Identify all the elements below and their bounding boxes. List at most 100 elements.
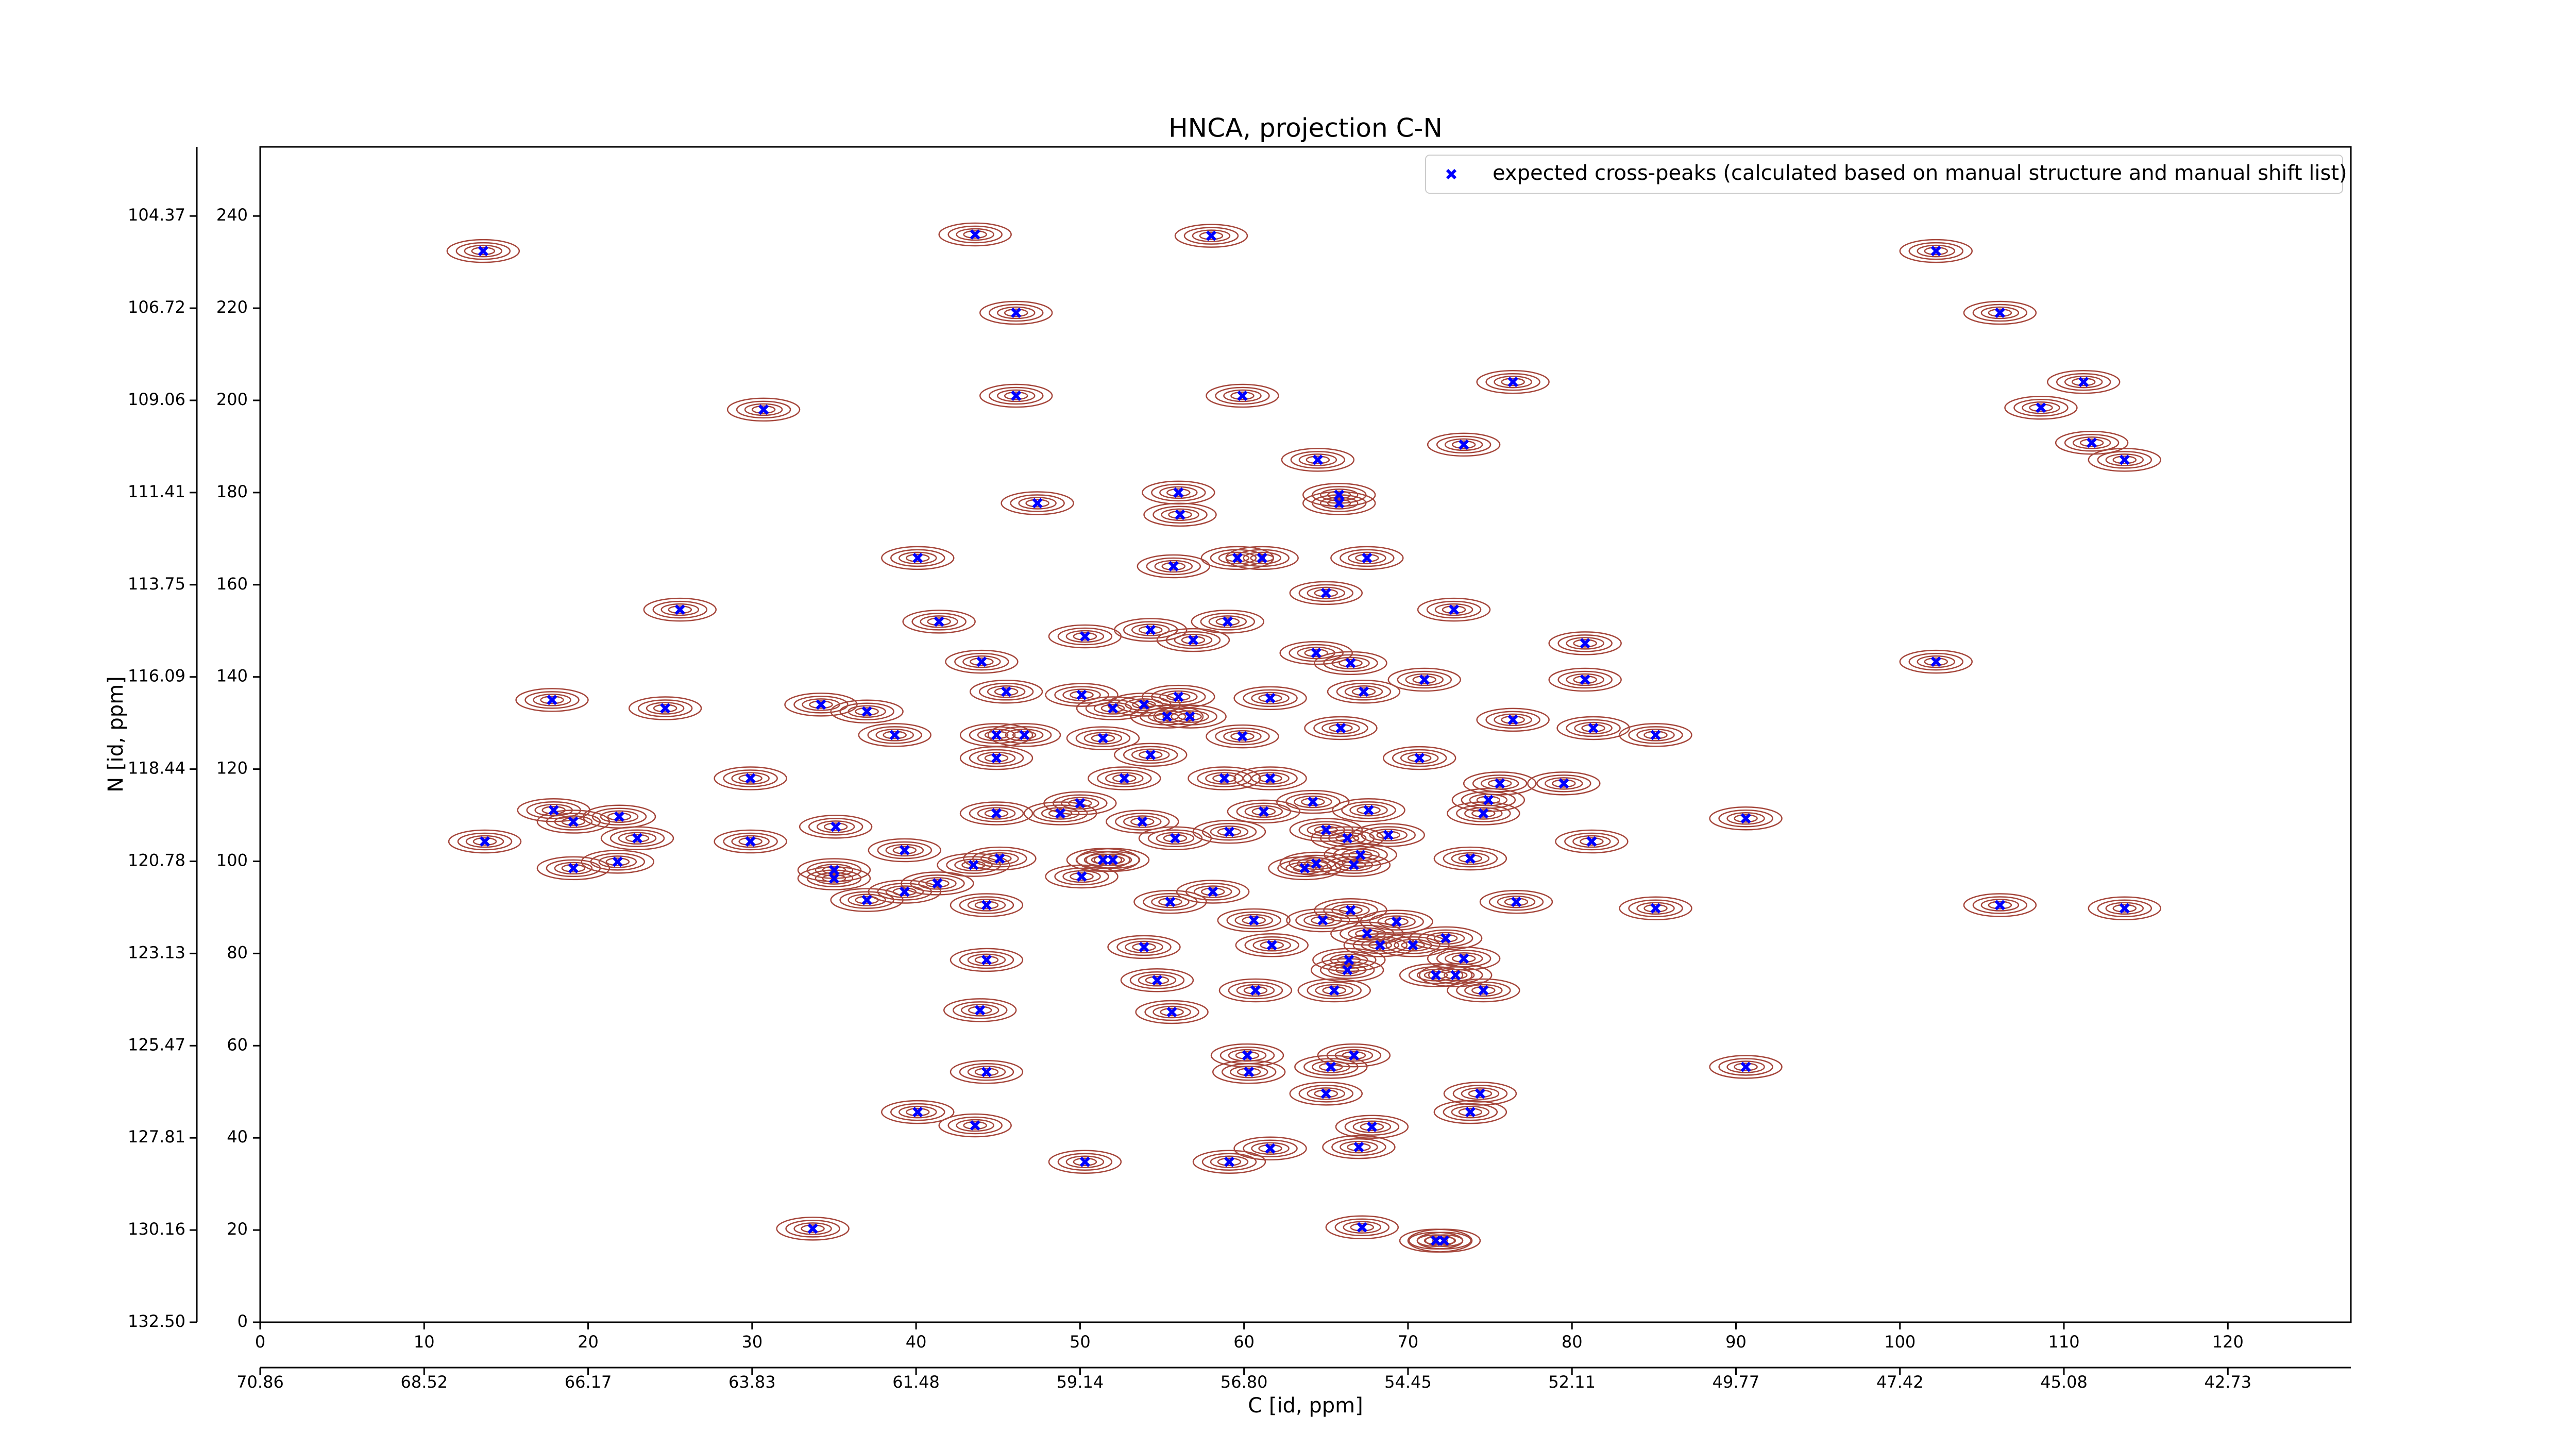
contour: [899, 1105, 937, 1119]
contour: [1899, 649, 1973, 674]
legend-label: expected cross-peaks (calculated based o…: [1493, 161, 2347, 185]
contour: [974, 1068, 999, 1076]
contour: [1327, 680, 1401, 704]
contour: [1297, 978, 1371, 1003]
cross-peak-marker: [1320, 1088, 1331, 1099]
contour: [1061, 797, 1099, 810]
contour: [977, 807, 1016, 820]
contour: [1501, 715, 1525, 724]
x2-tick-label: 61.48: [892, 1372, 940, 1392]
contour: [1012, 731, 1037, 739]
cross-peak-marker: [1107, 703, 1118, 714]
cross-peak-marker: [1079, 631, 1091, 642]
contour: [2029, 403, 2053, 412]
contour: [809, 700, 833, 709]
contour: [1556, 716, 1630, 740]
contour: [2064, 375, 2103, 389]
contour: [1032, 804, 1088, 822]
contour: [1972, 896, 2028, 914]
x2-tick-label: 52.11: [1548, 1372, 1596, 1392]
contour: [1325, 1215, 1399, 1239]
x-tick-label: 10: [414, 1332, 435, 1352]
cross-peak-marker: [1366, 1121, 1378, 1132]
contour: [956, 1119, 994, 1132]
contour: [1294, 795, 1332, 808]
contour: [1279, 641, 1353, 665]
contour: [1334, 1218, 1390, 1236]
contour: [1161, 562, 1186, 571]
contour: [1461, 791, 1516, 809]
y-tick-label: 100: [216, 850, 248, 870]
cross-peak-marker: [1345, 905, 1356, 916]
contour: [830, 699, 904, 724]
contour: [1399, 963, 1473, 987]
contour: [1433, 1100, 1507, 1124]
contour: [1368, 941, 1393, 950]
y2-tick-label: 116.09: [128, 666, 185, 686]
x-tick-label: 100: [1884, 1332, 1916, 1352]
contour: [1215, 727, 1270, 746]
contour: [815, 864, 854, 877]
contour: [1357, 805, 1381, 815]
contour: [1451, 954, 1476, 963]
contour: [1425, 1234, 1464, 1247]
contour: [937, 853, 1010, 877]
contour: [793, 696, 849, 714]
contours: [446, 222, 2162, 1253]
contour: [963, 1121, 987, 1130]
contour: [540, 696, 564, 704]
cross-peak-marker: [1345, 658, 1356, 668]
contour: [1469, 794, 1508, 806]
contour: [1333, 846, 1388, 864]
cross-peak-marker: [1265, 1143, 1276, 1154]
cross-peak-marker: [1137, 816, 1148, 827]
x2-tick-label: 68.52: [400, 1372, 448, 1392]
cross-peak-marker: [981, 900, 992, 911]
contour: [808, 818, 863, 836]
y-tick-label: 0: [238, 1311, 248, 1331]
cross-peak-marker: [1507, 377, 1518, 387]
contour: [561, 817, 586, 826]
contour: [848, 705, 886, 718]
contour: [1010, 494, 1065, 512]
contour: [925, 879, 950, 888]
contour: [464, 244, 503, 258]
x-tick-label: 80: [1562, 1332, 1583, 1352]
contour: [607, 812, 632, 821]
contour: [1191, 610, 1265, 634]
contour: [1176, 880, 1250, 904]
contour: [1156, 628, 1230, 652]
contour: [885, 885, 924, 898]
contour: [1322, 986, 1346, 995]
contour: [1619, 723, 1692, 747]
y-tick-label: 140: [216, 666, 248, 686]
contour: [799, 815, 873, 839]
contour: [967, 953, 1006, 967]
contour: [960, 1004, 999, 1017]
contour: [906, 1107, 930, 1117]
contour: [446, 239, 520, 263]
cross-peak-marker: [1173, 692, 1184, 702]
contour: [1083, 853, 1123, 867]
contour: [1057, 627, 1113, 646]
contour: [1252, 939, 1292, 952]
contour: [1369, 829, 1408, 841]
x2-tick-label: 45.08: [2040, 1372, 2088, 1392]
contour: [943, 998, 1017, 1022]
cross-peak-marker: [1348, 1050, 1360, 1061]
contour: [1156, 832, 1195, 845]
contour: [1212, 1060, 1286, 1084]
cross-peak-marker: [758, 404, 769, 415]
cross-peak-marker: [1232, 552, 1243, 564]
cross-peak-marker: [1237, 731, 1248, 742]
contour: [1426, 600, 1482, 619]
contour: [1158, 897, 1182, 906]
contour: [1980, 899, 2020, 912]
contour: [1192, 229, 1231, 242]
contour: [1243, 551, 1281, 565]
contour: [974, 955, 999, 965]
contour: [979, 300, 1053, 325]
contour: [1726, 812, 1765, 825]
cross-peak-marker: [1465, 1106, 1476, 1118]
cross-peak-marker: [547, 695, 557, 705]
